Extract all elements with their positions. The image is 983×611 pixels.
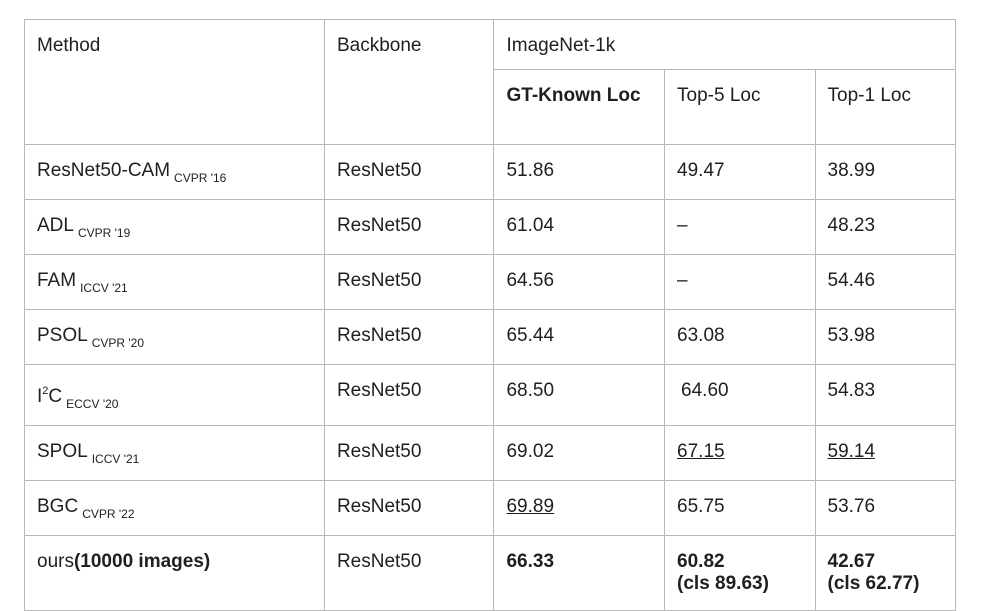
method-name: ResNet50-CAM xyxy=(37,160,171,181)
top1-cell: 42.67 (cls 62.77) xyxy=(814,535,957,611)
top5-cell: – xyxy=(664,199,816,255)
method-venue: CVPR '20 xyxy=(91,336,145,350)
method-name: ours xyxy=(37,551,74,572)
top5-cell: 63.08 xyxy=(664,309,816,365)
header-top1-loc: Top-1 Loc xyxy=(814,69,957,145)
gt-known-cell: 66.33 xyxy=(493,535,666,611)
top1-cell: 59.14 xyxy=(814,425,957,481)
table-row: I2C ECCV '20 ResNet50 68.50 64.60 54.83 xyxy=(24,364,957,426)
top1-cell: 38.99 xyxy=(814,144,957,200)
method-name-superscript: 2 xyxy=(42,385,49,397)
method-name-base: I xyxy=(37,386,43,407)
backbone-cell: ResNet50 xyxy=(323,364,495,426)
method-name: FAM xyxy=(37,270,77,291)
backbone-cell: ResNet50 xyxy=(323,199,495,255)
table-row: ResNet50-CAM CVPR '16 ResNet50 51.86 49.4… xyxy=(24,144,957,200)
table-row: PSOL CVPR '20 ResNet50 65.44 63.08 53.98 xyxy=(24,309,957,365)
backbone-cell: ResNet50 xyxy=(323,309,495,365)
top5-cell: 65.75 xyxy=(664,480,816,536)
method-cell: I2C ECCV '20 xyxy=(24,364,325,426)
method-cell: SPOL ICCV '21 xyxy=(24,425,325,481)
backbone-cell: ResNet50 xyxy=(323,254,495,310)
method-venue: ECCV '20 xyxy=(66,397,119,411)
method-cell: FAM ICCV '21 xyxy=(24,254,325,310)
table-row: BGC CVPR '22 ResNet50 69.89 65.75 53.76 xyxy=(24,480,957,536)
backbone-cell: ResNet50 xyxy=(323,535,495,611)
gt-known-cell: 69.89 xyxy=(493,480,666,536)
method-name: PSOL xyxy=(37,325,88,346)
table-row: ADL CVPR '19 ResNet50 61.04 – 48.23 xyxy=(24,199,957,255)
gt-known-cell: 68.50 xyxy=(493,364,666,426)
table-row: FAM ICCV '21 ResNet50 64.56 – 54.46 xyxy=(24,254,957,310)
top1-cell: 53.98 xyxy=(814,309,957,365)
top5-cell: 60.82 (cls 89.63) xyxy=(664,535,816,611)
top1-value: 42.67 xyxy=(827,551,876,572)
backbone-cell: ResNet50 xyxy=(323,144,495,200)
table-row: SPOL ICCV '21 ResNet50 69.02 67.15 59.14 xyxy=(24,425,957,481)
top5-value-underlined: 67.15 xyxy=(677,441,725,462)
subheader-row: GT-Known Loc Top-5 Loc Top-1 Loc xyxy=(25,69,957,145)
method-name: ADL xyxy=(37,215,74,236)
method-name: BGC xyxy=(37,496,79,517)
top5-cell: 49.47 xyxy=(664,144,816,200)
method-cell: PSOL CVPR '20 xyxy=(24,309,325,365)
top5-value: 64.60 xyxy=(681,380,729,401)
top5-cls-value: (cls 89.63) xyxy=(677,573,769,594)
method-venue: CVPR '19 xyxy=(77,226,131,240)
method-cell: ours(10000 images) xyxy=(24,535,325,611)
header-top5-loc: Top-5 Loc xyxy=(664,69,816,145)
table-row-ours: ours(10000 images) ResNet50 66.33 60.82(… xyxy=(24,535,957,611)
top1-cell: 48.23 xyxy=(814,199,957,255)
gt-known-cell: 64.56 xyxy=(493,254,666,310)
top1-value-underlined: 59.14 xyxy=(827,441,876,462)
backbone-cell: ResNet50 xyxy=(323,425,495,481)
gt-known-cell: 69.02 xyxy=(493,425,666,481)
method-name: SPOL xyxy=(37,441,88,462)
method-note: (10000 images) xyxy=(73,551,211,572)
top5-cell: 67.15 xyxy=(664,425,816,481)
gt-known-cell: 65.44 xyxy=(493,309,666,365)
top5-value: 60.82 xyxy=(677,551,725,572)
method-venue: ICCV '21 xyxy=(91,452,140,466)
method-name-tail: C xyxy=(48,386,63,407)
gt-known-cell: 51.86 xyxy=(493,144,666,200)
method-venue: CVPR '22 xyxy=(82,507,135,521)
header-backbone: Backbone xyxy=(323,19,495,145)
method-venue: ICCV '21 xyxy=(80,281,128,295)
top5-cell: 64.60 xyxy=(664,364,816,426)
method-cell: ResNet50-CAM CVPR '16 xyxy=(24,144,325,200)
header-row: Method Backbone ImageNet-1k xyxy=(24,19,956,145)
top1-cell: 54.83 xyxy=(814,364,957,426)
results-table: Method Backbone ImageNet-1k GT-Known Loc… xyxy=(24,19,957,611)
header-dataset: ImageNet-1k xyxy=(493,19,956,70)
top1-cell: 53.76 xyxy=(814,480,957,536)
method-venue: CVPR '16 xyxy=(174,171,227,185)
header-gt-known-loc: GT-Known Loc xyxy=(493,69,666,145)
top1-cls-value: (cls 62.77) xyxy=(827,573,920,594)
method-cell: BGC CVPR '22 xyxy=(24,480,325,536)
header-method: Method xyxy=(24,19,325,145)
method-cell: ADL CVPR '19 xyxy=(24,199,325,255)
backbone-cell: ResNet50 xyxy=(323,480,495,536)
top5-cell: – xyxy=(664,254,816,310)
gt-known-value-underlined: 69.89 xyxy=(506,496,555,517)
top1-cell: 54.46 xyxy=(814,254,957,310)
gt-known-cell: 61.04 xyxy=(493,199,666,255)
